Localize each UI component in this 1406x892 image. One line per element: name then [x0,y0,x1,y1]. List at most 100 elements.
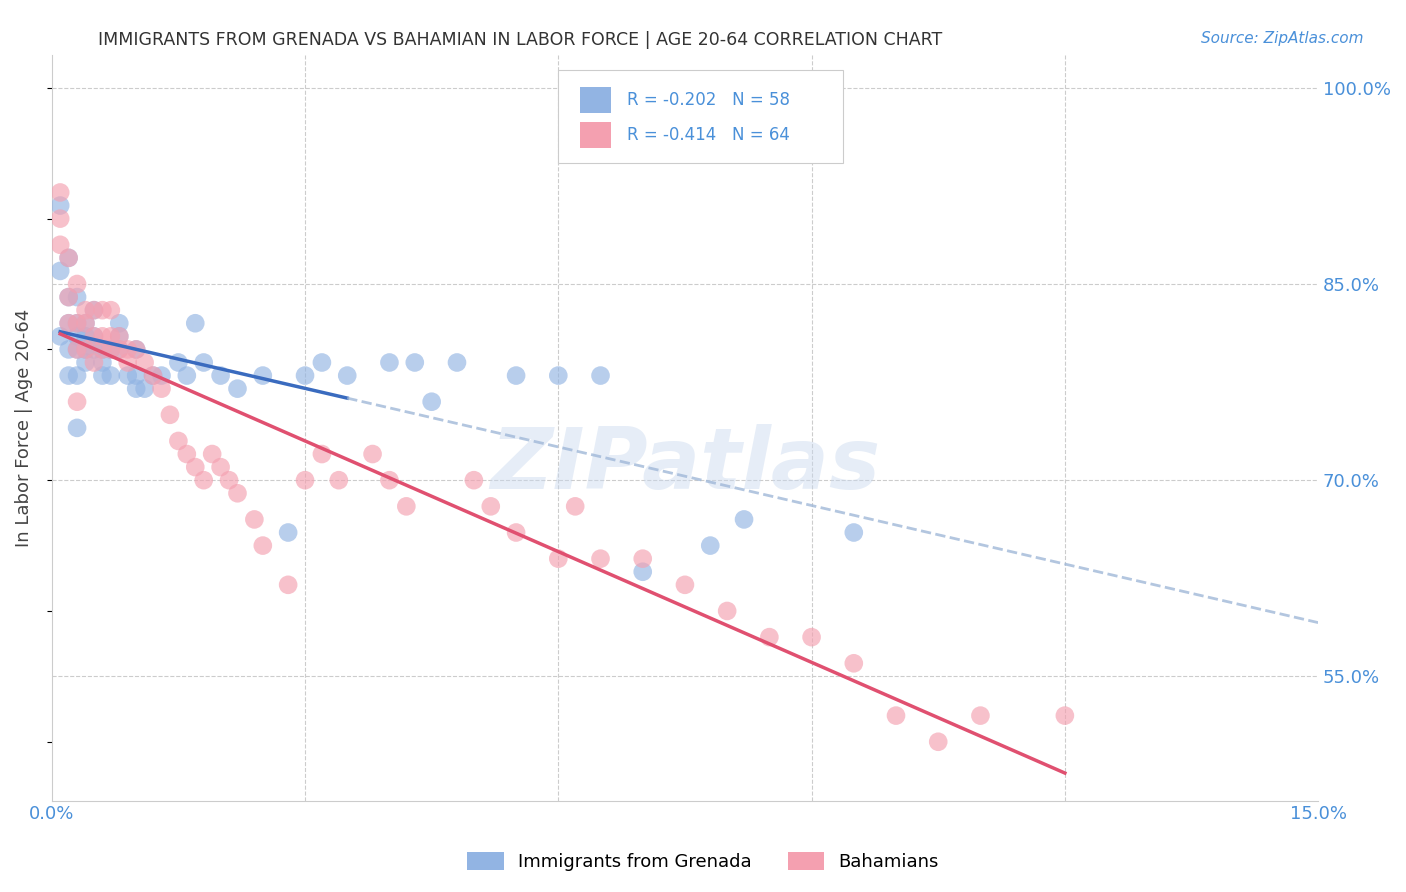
Point [100,303,122,318]
Point [75,343,97,357]
Point [631,565,654,579]
Point [75,316,97,330]
Point [176,368,198,383]
Point [159,408,181,422]
Point [108,343,131,357]
Point [328,473,350,487]
Point [800,630,823,644]
Point [49,237,72,252]
Point [252,368,274,383]
Point [100,368,122,383]
Point [252,539,274,553]
Point [66,343,89,357]
Point [395,500,418,514]
Point [589,368,612,383]
Point [58,290,80,304]
Point [91,303,114,318]
Point [100,329,122,343]
Point [49,264,72,278]
Point [100,343,122,357]
Point [218,473,240,487]
Point [589,551,612,566]
Point [100,343,122,357]
Text: IMMIGRANTS FROM GRENADA VS BAHAMIAN IN LABOR FORCE | AGE 20-64 CORRELATION CHART: IMMIGRANTS FROM GRENADA VS BAHAMIAN IN L… [98,31,942,49]
Point [243,512,266,526]
Text: ZIPatlas: ZIPatlas [489,424,880,507]
Point [108,316,131,330]
Point [176,447,198,461]
Point [49,211,72,226]
Point [91,368,114,383]
Point [66,316,89,330]
Point [91,329,114,343]
Point [361,447,384,461]
Point [58,251,80,265]
Point [927,735,949,749]
Text: R = -0.202   N = 58: R = -0.202 N = 58 [627,91,790,109]
FancyBboxPatch shape [558,70,844,163]
Point [378,473,401,487]
Point [58,316,80,330]
Point [505,368,527,383]
Point [564,500,586,514]
Point [117,343,139,357]
Point [699,539,721,553]
Point [83,329,105,343]
Point [631,551,654,566]
Legend: Immigrants from Grenada, Bahamians: Immigrants from Grenada, Bahamians [460,845,946,879]
Text: Source: ZipAtlas.com: Source: ZipAtlas.com [1201,31,1364,46]
Point [66,316,89,330]
FancyBboxPatch shape [579,87,612,113]
Text: R = -0.414   N = 64: R = -0.414 N = 64 [627,126,790,144]
Point [209,460,232,475]
Point [66,394,89,409]
Point [117,355,139,369]
Point [49,186,72,200]
Point [193,355,215,369]
Point [547,368,569,383]
Point [311,355,333,369]
Point [226,486,249,500]
Point [716,604,738,618]
Point [58,290,80,304]
Point [66,290,89,304]
Point [336,368,359,383]
Point [969,708,991,723]
Point [209,368,232,383]
Point [108,329,131,343]
Point [884,708,907,723]
Point [294,368,316,383]
Point [91,355,114,369]
Point [83,303,105,318]
Point [66,368,89,383]
Point [83,343,105,357]
Point [108,343,131,357]
Point [66,343,89,357]
Point [58,316,80,330]
Point [184,316,207,330]
Point [226,382,249,396]
Point [142,368,165,383]
Point [463,473,485,487]
Point [1053,708,1076,723]
Point [75,355,97,369]
Y-axis label: In Labor Force | Age 20-64: In Labor Force | Age 20-64 [15,309,32,547]
Point [201,447,224,461]
Point [75,303,97,318]
Point [66,421,89,435]
Point [446,355,468,369]
Point [150,382,173,396]
Point [125,368,148,383]
Point [505,525,527,540]
Point [91,343,114,357]
Point [294,473,316,487]
Point [673,578,696,592]
Point [58,251,80,265]
Point [420,394,443,409]
Point [83,329,105,343]
Point [404,355,426,369]
Point [58,368,80,383]
FancyBboxPatch shape [579,122,612,148]
Point [277,578,299,592]
Point [479,500,502,514]
